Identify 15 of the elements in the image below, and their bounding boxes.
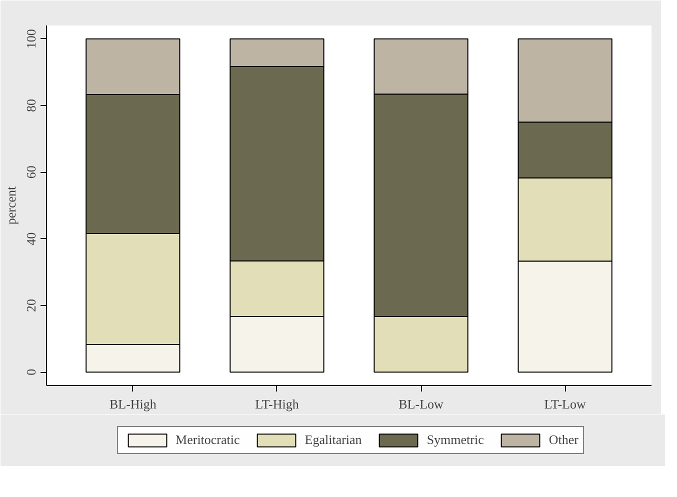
x-tick-label: BL-Low xyxy=(398,396,444,412)
y-tick-label: 0 xyxy=(24,368,38,376)
x-tick-label: LT-High xyxy=(255,396,300,412)
legend-label: Other xyxy=(548,432,578,448)
y-tick-label: 20 xyxy=(24,299,38,312)
y-tick-label: 60 xyxy=(24,166,38,179)
legend-label: Symmetric xyxy=(426,432,484,448)
y-tick-label: 40 xyxy=(24,232,38,246)
y-axis-title: percent xyxy=(4,186,18,225)
y-tick-label: 100 xyxy=(24,29,38,49)
x-tick-label: BL-High xyxy=(109,396,157,412)
legend-label: Egalitarian xyxy=(304,432,362,448)
y-tick-label: 80 xyxy=(24,99,38,112)
x-tick-label: LT-Low xyxy=(544,396,587,412)
legend-label: Meritocratic xyxy=(176,432,240,448)
